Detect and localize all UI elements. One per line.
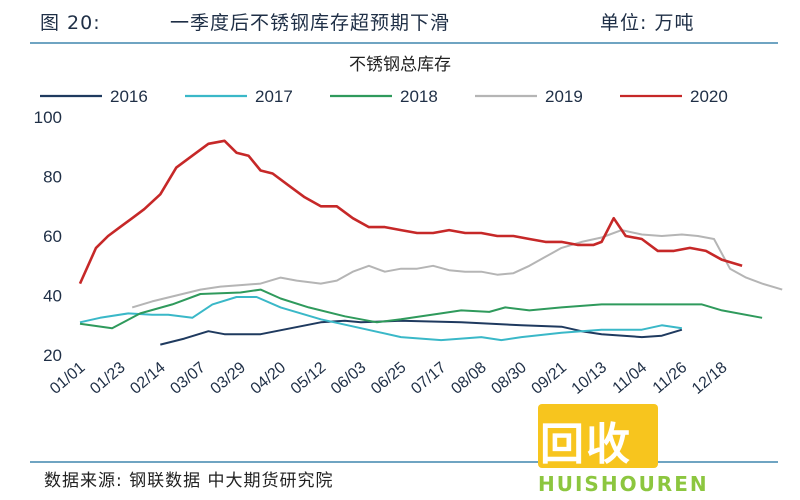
legend-label-2018: 2018 [400,87,438,106]
x-tick-label: 03/07 [167,359,209,398]
x-tick-label: 03/29 [207,359,249,398]
x-tick-label: 12/18 [689,359,731,398]
series-line-2017 [79,296,683,342]
footer-rule [30,461,778,463]
series-line-2016 [160,319,683,346]
y-tick-label: 100 [34,108,62,127]
watermark-logo: 回收 HUISHOUREN [538,404,743,496]
x-tick-label: 02/14 [127,359,169,398]
source-note: 数据来源: 钢联数据 中大期货研究院 [44,471,334,491]
x-tick-label: 06/25 [368,359,410,398]
legend-label-2019: 2019 [545,87,583,106]
x-tick-label: 08/30 [488,359,530,398]
x-tick-label: 05/12 [288,359,330,398]
y-tick-label: 60 [43,227,62,246]
y-tick-label: 40 [43,287,62,306]
x-tick-label: 10/13 [569,359,611,398]
watermark-logo-box: 回收 [538,404,658,470]
legend-label-2016: 2016 [110,87,148,106]
legend-label-2020: 2020 [690,87,728,106]
watermark-text: 回收 [540,419,632,470]
unit-label: 单位: 万吨 [600,12,695,34]
series-line-2018 [79,288,763,330]
x-tick-label: 07/17 [408,359,450,398]
x-tick-label: 09/21 [528,359,570,398]
chart-title: 不锈钢总库存 [349,55,451,75]
y-tick-label: 20 [43,346,62,365]
series-line-2019 [131,229,783,309]
x-tick-label: 11/26 [650,359,691,397]
y-tick-label: 80 [43,168,62,187]
x-tick-label: 04/20 [248,359,290,398]
x-tick-label: 06/03 [328,359,370,398]
x-tick-label: 11/04 [610,359,651,397]
x-tick-label: 01/23 [87,359,129,398]
header: 图 20: 一季度后不锈钢库存超预期下滑 单位: 万吨 [0,0,800,40]
header-rule [30,42,778,44]
series-line-2020 [78,139,743,285]
x-tick-label: 08/08 [448,359,490,398]
figure-label: 图 20: [40,12,101,34]
watermark-subtext: HUISHOUREN [538,472,709,496]
legend-label-2017: 2017 [255,87,293,106]
figure-title: 一季度后不锈钢库存超预期下滑 [170,12,451,34]
